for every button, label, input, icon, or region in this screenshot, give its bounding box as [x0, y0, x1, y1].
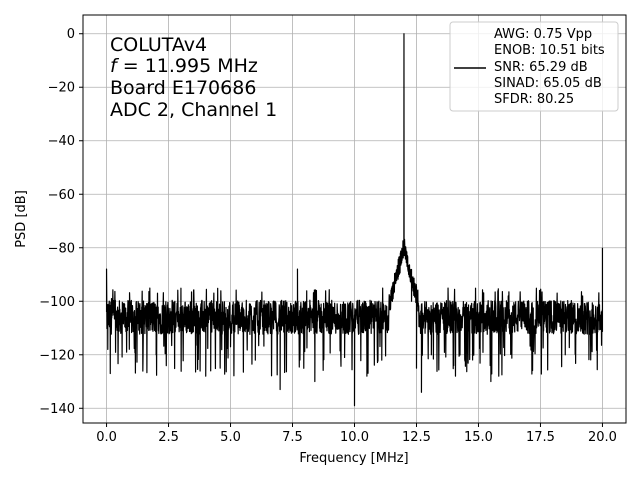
legend-sinad: SINAD: 65.05 dB [494, 76, 602, 91]
grid-lines [83, 15, 626, 423]
x-tick-label: 5.0 [220, 430, 241, 445]
x-tick-label: 2.5 [158, 430, 179, 445]
annotation-frequency-value: = 11.995 MHz [117, 55, 258, 77]
annotation-line-1: COLUTAv4 [110, 34, 207, 56]
x-tick-label: 15.0 [464, 430, 493, 445]
legend-sfdr: SFDR: 80.25 [494, 92, 574, 107]
x-tick-label: 0.0 [96, 430, 117, 445]
x-tick-label: 10.0 [340, 430, 369, 445]
x-axis-label: Frequency [MHz] [299, 451, 408, 466]
x-tick-label: 17.5 [526, 430, 555, 445]
y-tick-label: −120 [39, 348, 75, 363]
y-tick-label: −140 [39, 402, 75, 417]
y-tick-label: −80 [48, 241, 75, 256]
y-tick-label: −20 [48, 81, 75, 96]
x-tick-label: 20.0 [588, 430, 617, 445]
legend: AWG: 0.75 Vpp ENOB: 10.51 bits SNR: 65.2… [449, 21, 619, 112]
y-tick-label: −60 [48, 188, 75, 203]
series-line [105, 33, 604, 407]
legend-enob: ENOB: 10.51 bits [494, 43, 605, 58]
y-axis-label: PSD [dB] [14, 190, 29, 248]
y-axis-ticks: 0 −20 −40 −60 −80 −100 −120 −140 [39, 27, 83, 417]
x-tick-label: 12.5 [402, 430, 431, 445]
annotation-line-4: ADC 2, Channel 1 [110, 99, 277, 121]
annotation-box: COLUTAv4 f = 11.995 MHz Board E170686 AD… [110, 34, 277, 121]
legend-awg: AWG: 0.75 Vpp [494, 27, 592, 42]
annotation-line-2: f = 11.995 MHz [110, 55, 258, 77]
x-axis-ticks: 0.0 2.5 5.0 7.5 10.0 12.5 15.0 17.5 20.0 [96, 423, 617, 445]
annotation-frequency-symbol: f [110, 55, 120, 77]
legend-box [449, 21, 619, 112]
legend-snr: SNR: 65.29 dB [494, 60, 588, 75]
y-tick-label: −100 [39, 295, 75, 310]
x-tick-label: 7.5 [282, 430, 303, 445]
series-group [105, 33, 604, 407]
y-tick-label: 0 [67, 27, 75, 42]
annotation-line-3: Board E170686 [110, 77, 256, 99]
y-tick-label: −40 [48, 134, 75, 149]
